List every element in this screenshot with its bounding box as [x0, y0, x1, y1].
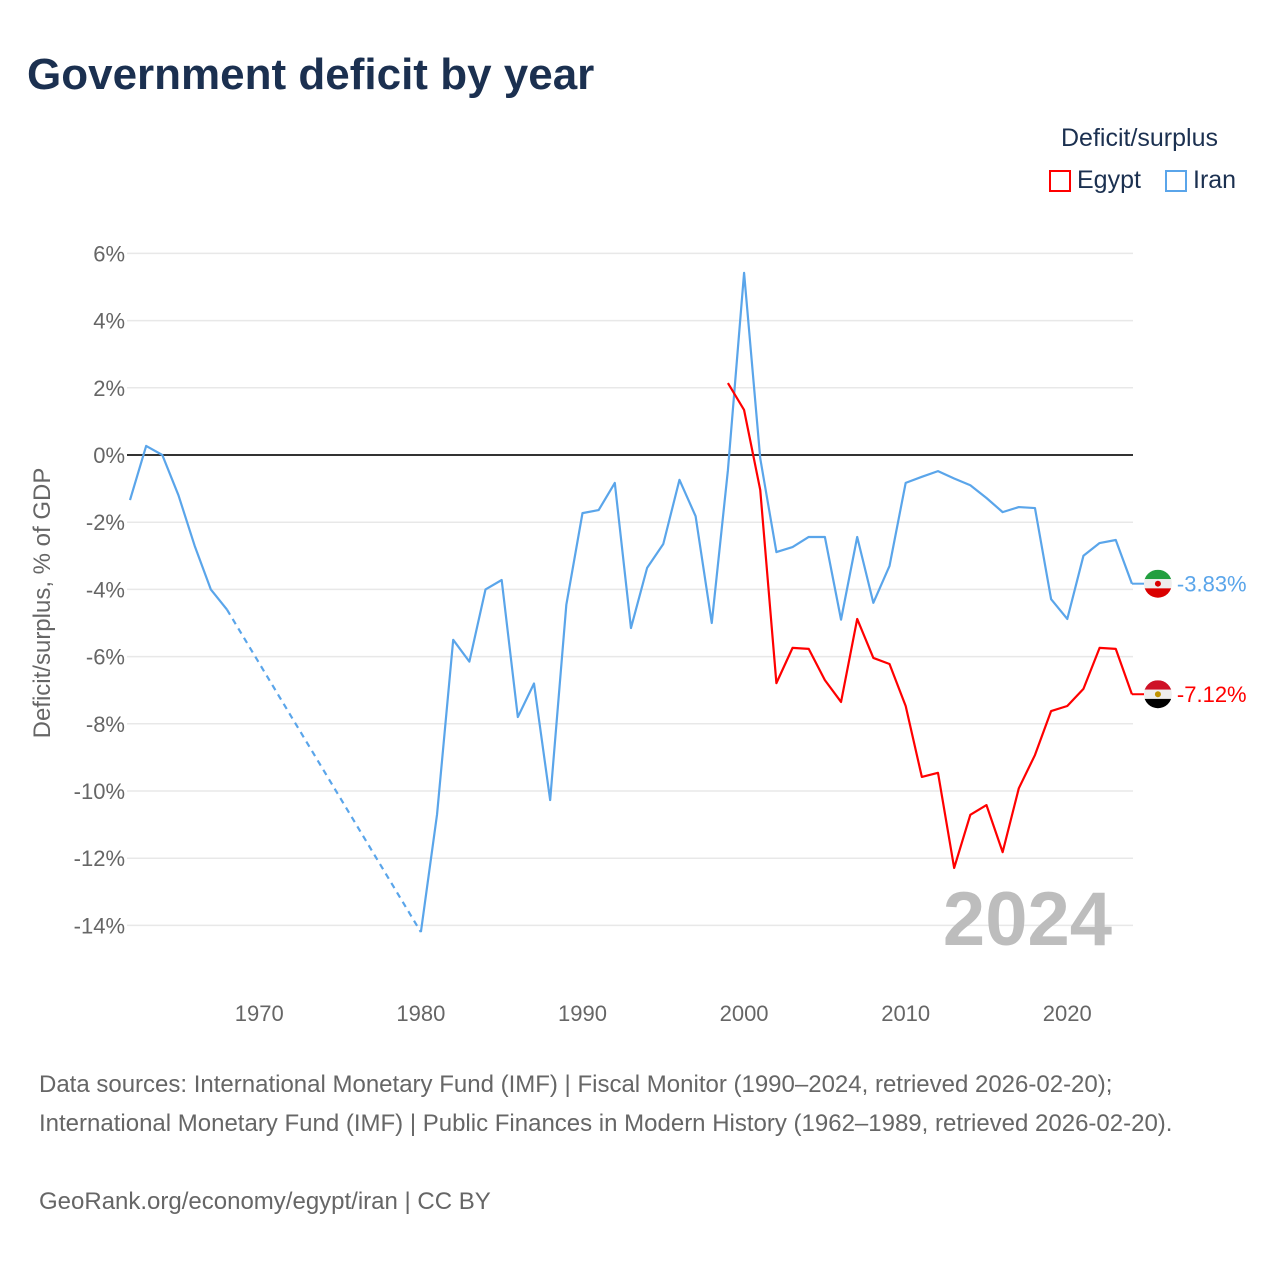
x-tick-label: 1970 — [235, 1001, 284, 1026]
legend-swatch-egypt — [1049, 169, 1071, 192]
y-tick-label: 0% — [93, 443, 125, 468]
egypt-line — [726, 382, 1133, 870]
iran-flag-icon — [1143, 569, 1172, 598]
legend-label: Iran — [1193, 166, 1237, 194]
y-tick-label: -14% — [74, 913, 125, 938]
x-tick-label: 2020 — [1043, 1001, 1092, 1026]
y-tick-label: -2% — [86, 510, 125, 535]
year-watermark: 2024 — [943, 877, 1112, 962]
y-axis-label: Deficit/surplus, % of GDP — [29, 468, 56, 739]
y-tick-label: 6% — [93, 241, 125, 266]
iran-end-label: -3.83% — [1177, 572, 1247, 597]
x-tick-label: 2010 — [881, 1001, 930, 1026]
x-tick-label: 1990 — [558, 1001, 607, 1026]
egypt-end-label: -7.12% — [1177, 682, 1247, 707]
y-tick-label: -8% — [86, 712, 125, 737]
y-tick-label: -12% — [74, 846, 125, 871]
iran-line — [128, 444, 228, 611]
legend-swatch-iran — [1165, 169, 1187, 192]
y-tick-label: -10% — [74, 779, 125, 804]
credit-link[interactable]: GeoRank.org/economy/egypt/iran | CC BY — [39, 1188, 491, 1215]
legend-label: Egypt — [1077, 166, 1141, 194]
iran-line — [419, 271, 1133, 933]
source-line-1: Data sources: International Monetary Fun… — [39, 1071, 1113, 1098]
x-tick-label: 2000 — [720, 1001, 769, 1026]
source-line-2: International Monetary Fund (IMF) | Publ… — [39, 1110, 1173, 1137]
legend-item-iran[interactable]: Iran — [1165, 166, 1236, 195]
y-tick-label: 4% — [93, 309, 125, 334]
chart-title: Government deficit by year — [27, 50, 595, 99]
y-tick-label: -4% — [86, 577, 125, 602]
iran-gap-line — [226, 608, 422, 933]
y-tick-label: 2% — [93, 376, 125, 401]
egypt-flag-icon — [1143, 680, 1172, 709]
legend-item-egypt[interactable]: Egypt — [1049, 166, 1141, 195]
y-tick-label: -6% — [86, 645, 125, 670]
line-chart: 6% 4% 2% 0% -2% -4% -6% -8% -10% -12% -14% 1970 1980… — [29, 241, 1247, 1026]
legend-title: Deficit/surplus — [1061, 124, 1218, 152]
x-tick-label: 1980 — [396, 1001, 445, 1026]
